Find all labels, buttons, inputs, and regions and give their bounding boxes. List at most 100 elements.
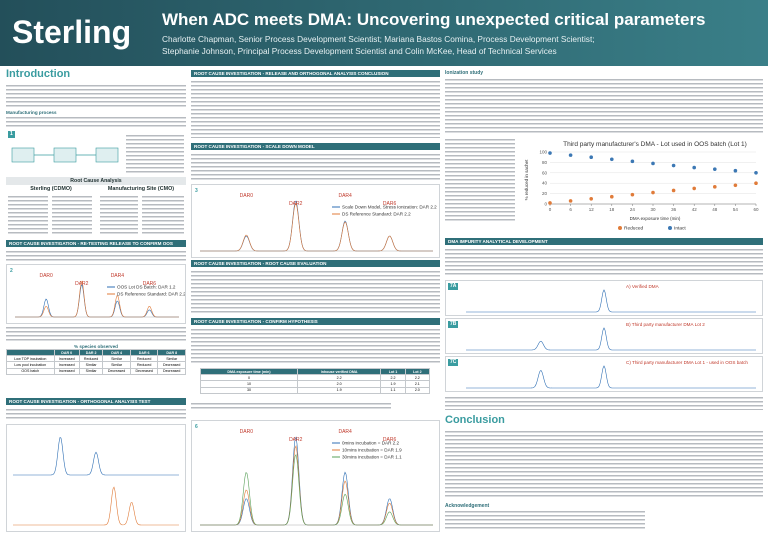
text bbox=[191, 328, 440, 364]
y-axis-label: % reduced in sachet bbox=[524, 159, 529, 201]
point bbox=[589, 197, 593, 201]
x-tick-label: 36 bbox=[671, 207, 677, 212]
point bbox=[610, 157, 614, 162]
text bbox=[8, 195, 48, 235]
legend-label: DS Reference Standard: DAR 2.2 bbox=[342, 212, 411, 217]
point bbox=[692, 165, 696, 170]
text bbox=[6, 250, 186, 262]
peak-label: DAR4 bbox=[338, 429, 352, 435]
point bbox=[548, 201, 552, 205]
figure bbox=[6, 424, 186, 532]
figure: 6 DAR0 DAR2 DAR4 DAR6 0mins incubation = DAR … bbox=[191, 420, 440, 532]
subheading: Ionization study bbox=[445, 70, 484, 76]
text bbox=[445, 510, 645, 530]
point bbox=[651, 161, 655, 166]
legend-swatch bbox=[668, 226, 672, 230]
figure: 7C C) Third party manufacturer DMA Lot 1 … bbox=[445, 356, 763, 392]
panel-label: B) Third party manufacturer DMA Lot 2 bbox=[626, 322, 705, 327]
logo: Sterling bbox=[12, 14, 132, 50]
scatter-chart: Third party manufacturer's DMA - Lot use… bbox=[524, 141, 759, 232]
cell: 30 bbox=[200, 386, 298, 394]
row: 30 1.9 1.1 2.0 bbox=[200, 386, 431, 394]
text bbox=[6, 408, 186, 420]
y-tick-label: 100 bbox=[539, 150, 547, 155]
heading: Introduction bbox=[6, 68, 71, 80]
legend-label: Reduced bbox=[624, 226, 644, 232]
panel-label: A) Verified DMA bbox=[626, 284, 659, 289]
y-tick-label: 40 bbox=[542, 181, 548, 186]
rca-heading: Root Cause Analysis bbox=[6, 177, 186, 185]
authors: Charlotte Chapman, Senior Process Develo… bbox=[162, 34, 595, 44]
section-heading: ROOT CAUSE INVESTIGATION - RELEASE AND O… bbox=[191, 70, 440, 77]
trace bbox=[15, 284, 179, 318]
badge: 2 bbox=[10, 268, 13, 274]
peak-label: DAR4 bbox=[111, 273, 125, 279]
point bbox=[568, 153, 573, 157]
text bbox=[445, 78, 763, 134]
cell: Similar bbox=[78, 367, 104, 375]
text bbox=[445, 248, 763, 276]
point bbox=[630, 159, 635, 164]
heading: Conclusion bbox=[445, 414, 505, 426]
trace-plot bbox=[466, 327, 756, 351]
x-tick-label: 54 bbox=[733, 207, 739, 212]
x-tick-label: 48 bbox=[712, 207, 718, 212]
legend-label: DS Reference Standard: DAR 2.2 bbox=[117, 292, 185, 297]
cell: Decreased bbox=[129, 367, 159, 375]
text bbox=[445, 138, 515, 222]
cell: Increased bbox=[53, 367, 80, 375]
text bbox=[191, 402, 391, 410]
y-tick-label: 80 bbox=[542, 160, 548, 165]
point bbox=[713, 185, 717, 189]
section-heading: ROOT CAUSE INVESTIGATION - ORTHOGONAL AN… bbox=[6, 398, 186, 405]
table: DMA exposure time (min) Inhouse verified … bbox=[200, 367, 431, 394]
rca-left: Sterling (CDMO) bbox=[30, 186, 72, 192]
trace bbox=[466, 365, 756, 389]
legend-label: 10mins incubation = DAR 1.9 bbox=[342, 448, 402, 453]
table: DAR 0 DAR 2 DAR 4 DAR 6 DAR 8 Low TOP incubat… bbox=[6, 348, 186, 375]
x-tick-label: 18 bbox=[609, 207, 615, 212]
y-tick-label: 0 bbox=[544, 202, 547, 207]
species-table: % species observed DAR 0 DAR 2 DAR 4 DAR 6 DA… bbox=[6, 344, 186, 375]
section-heading: ROOT CAUSE INVESTIGATION - SCALE DOWN MO… bbox=[191, 143, 440, 150]
header: Sterling When ADC meets DMA: Uncovering … bbox=[0, 0, 768, 66]
x-tick-label: 60 bbox=[753, 207, 759, 212]
peak-label: DAR6 bbox=[383, 201, 397, 207]
row: OOS batch Increased Similar Decreased Decrea… bbox=[6, 367, 186, 375]
point bbox=[589, 155, 593, 159]
figure: 3 DAR0 DAR2 DAR4 DAR6 Scale Down Model, Stres… bbox=[191, 184, 440, 258]
panel-label: C) Third party manufacturer DMA Lot 1 - … bbox=[626, 360, 748, 365]
point bbox=[548, 151, 552, 155]
legend-label: Scale Down Model, Stress Ionization: DAR… bbox=[342, 205, 437, 210]
section-heading: DMA IMPURITY ANALYTICAL DEVELOPMENT bbox=[445, 238, 763, 245]
cell: 2.0 bbox=[404, 386, 431, 394]
point bbox=[610, 194, 614, 199]
title: When ADC meets DMA: Uncovering unexpecte… bbox=[162, 10, 706, 29]
legend-label: Intact bbox=[674, 226, 686, 232]
x-tick-label: 0 bbox=[549, 207, 552, 212]
badge: 7A bbox=[448, 283, 459, 290]
text bbox=[6, 326, 186, 342]
peak-label: DAR4 bbox=[338, 193, 352, 199]
trace-plot bbox=[466, 289, 756, 313]
legend-swatch bbox=[618, 226, 622, 230]
text bbox=[100, 195, 138, 235]
subheading: Manufacturing process bbox=[6, 110, 57, 115]
badge: 7C bbox=[448, 359, 459, 366]
section-heading: ROOT CAUSE INVESTIGATION - ROOT CAUSE EV… bbox=[191, 260, 440, 267]
figure: 7B B) Third party manufacturer DMA Lot 2 bbox=[445, 318, 763, 354]
legend-label: OOS Lot DS Batch: DAR 1.2 bbox=[117, 285, 176, 290]
text bbox=[191, 153, 440, 181]
y-tick-label: 60 bbox=[542, 170, 548, 175]
point bbox=[568, 199, 573, 203]
x-tick-label: 30 bbox=[650, 207, 656, 212]
x-tick-label: 24 bbox=[630, 207, 636, 212]
peak-label: DAR2 bbox=[289, 201, 303, 207]
header-row: DMA exposure time (min) Inhouse verified … bbox=[200, 367, 431, 376]
peak-label: DAR0 bbox=[240, 193, 254, 199]
x-tick-label: 6 bbox=[569, 207, 572, 212]
peak-label: DAR0 bbox=[39, 273, 53, 279]
text bbox=[191, 270, 440, 314]
